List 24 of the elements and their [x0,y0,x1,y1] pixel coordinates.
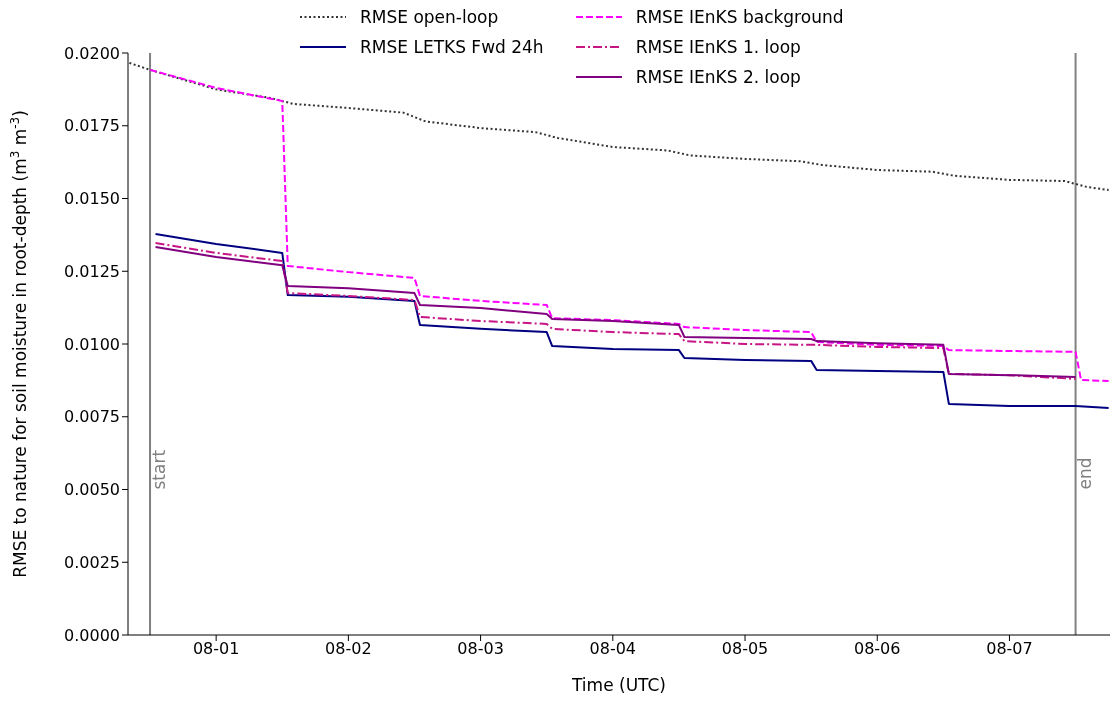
x-tick-label: 08-02 [325,639,372,659]
y-tick-label: 0.0150 [64,189,120,209]
y-tick-label: 0.0025 [64,552,120,572]
legend-label: RMSE LETKS Fwd 24h [360,37,544,57]
legend-label: RMSE IEnKS background [635,7,844,27]
y-tick-label: 0.0075 [64,407,120,427]
legend-label: RMSE open-loop [360,7,499,27]
ref-line-label: end [1074,457,1095,490]
y-tick-label: 0.0175 [64,116,120,136]
x-tick-label: 08-05 [721,639,769,659]
y-tick-label: 0.0050 [64,480,120,500]
legend-label: RMSE IEnKS 2. loop [635,67,801,87]
x-tick-label: 08-01 [192,639,240,659]
y-tick-label: 0.0100 [64,334,120,354]
x-tick-label: 08-07 [986,639,1033,659]
y-tick-label: 0.0125 [64,261,120,281]
y-tick-label: 0.0200 [64,43,120,63]
x-tick-label: 08-03 [457,639,504,659]
x-axis-title: Time (UTC) [571,675,666,695]
y-tick-label: 0.0000 [64,625,120,645]
legend-label: RMSE IEnKS 1. loop [635,37,801,57]
x-tick-label: 08-04 [589,639,637,659]
ref-line-label: start [149,449,170,490]
x-tick-label: 08-06 [853,639,901,659]
